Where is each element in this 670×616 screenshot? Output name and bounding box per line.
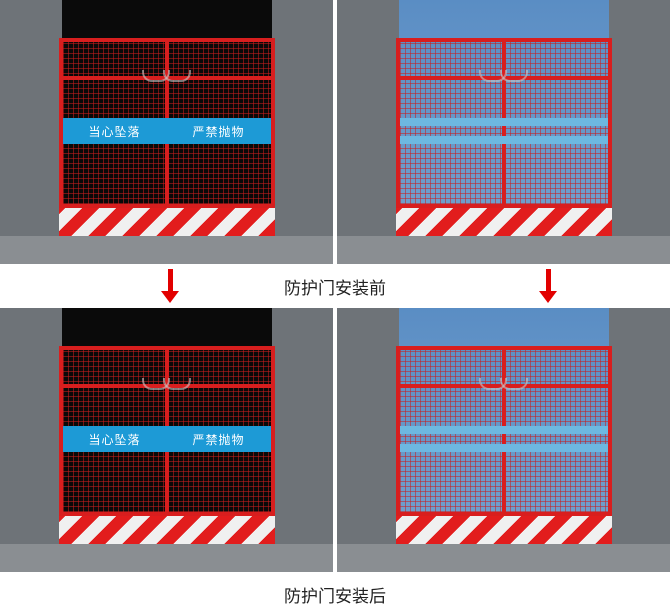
hazard-stripes <box>396 208 612 236</box>
gate-body <box>396 38 612 208</box>
caption-before: 防护门安装前 <box>0 264 670 308</box>
panel-before-exterior <box>337 0 670 264</box>
sign-text-left: 当心坠落 <box>88 123 140 140</box>
panel-after-interior: 当心坠落 严禁抛物 <box>0 308 333 572</box>
panel-after-exterior <box>337 308 670 572</box>
panel-before-interior: 当心坠落 严禁抛物 <box>0 0 333 264</box>
safety-barrier <box>396 346 612 544</box>
arrow-down-icon <box>538 269 558 303</box>
sign-text-right: 严禁抛物 <box>192 431 244 448</box>
hazard-stripes <box>396 516 612 544</box>
sign-stripe <box>400 426 608 434</box>
hazard-stripes <box>59 208 275 236</box>
sign-stripe <box>400 118 608 126</box>
floor <box>337 236 670 264</box>
caption-text-after: 防护门安装后 <box>284 582 386 607</box>
floor <box>337 544 670 572</box>
sign-text-right: 严禁抛物 <box>192 123 244 140</box>
warning-sign: 当心坠落 严禁抛物 <box>63 426 271 452</box>
safety-barrier <box>396 38 612 236</box>
floor <box>0 236 333 264</box>
safety-barrier: 当心坠落 严禁抛物 <box>59 346 275 544</box>
diagram-container: 当心坠落 严禁抛物 <box>0 0 670 616</box>
gate-body <box>396 346 612 516</box>
gate-body: 当心坠落 严禁抛物 <box>59 346 275 516</box>
hazard-stripes <box>59 516 275 544</box>
caption-after: 防护门安装后 <box>0 572 670 616</box>
arrow-down-icon <box>160 269 180 303</box>
sign-stripe <box>400 136 608 144</box>
safety-barrier: 当心坠落 严禁抛物 <box>59 38 275 236</box>
floor <box>0 544 333 572</box>
sign-text-left: 当心坠落 <box>88 431 140 448</box>
gate-body: 当心坠落 严禁抛物 <box>59 38 275 208</box>
sign-stripe <box>400 444 608 452</box>
warning-sign: 当心坠落 严禁抛物 <box>63 118 271 144</box>
row-before: 当心坠落 严禁抛物 <box>0 0 670 264</box>
row-after: 当心坠落 严禁抛物 <box>0 308 670 572</box>
caption-text-before: 防护门安装前 <box>284 274 386 299</box>
